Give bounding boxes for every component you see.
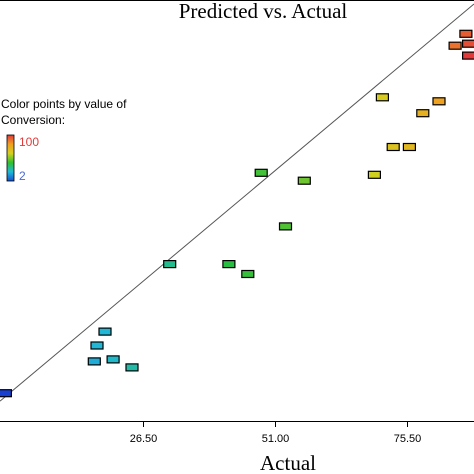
reference-line <box>0 3 474 402</box>
data-point <box>297 176 311 185</box>
data-point <box>222 260 236 269</box>
data-point <box>87 357 101 366</box>
data-point <box>386 142 400 152</box>
data-point <box>254 168 268 177</box>
color-legend: Color points by value of Conversion: 100… <box>1 97 127 183</box>
data-point <box>375 93 389 102</box>
data-point <box>462 51 474 60</box>
x-tick-label: 75.50 <box>394 433 422 445</box>
data-point <box>462 39 474 48</box>
data-point <box>98 327 112 336</box>
chart-title: Predicted vs. Actual <box>179 0 348 23</box>
legend-color-bar <box>6 134 15 182</box>
legend-title-line-2: Conversion: <box>1 113 65 127</box>
legend-title-line-1: Color points by value of <box>1 97 127 111</box>
data-point <box>459 29 473 38</box>
data-point <box>90 341 104 350</box>
data-points <box>0 29 474 398</box>
data-point <box>367 170 381 179</box>
data-point <box>402 142 416 152</box>
data-point <box>432 97 446 106</box>
plot-frame <box>0 0 474 422</box>
data-point <box>416 109 430 118</box>
x-axis-label: Actual <box>260 451 316 474</box>
x-tick-label: 26.50 <box>130 433 158 445</box>
data-point <box>241 269 255 279</box>
data-point <box>163 260 177 269</box>
data-point <box>0 389 12 398</box>
x-tick-label: 51.00 <box>262 433 290 445</box>
x-axis-ticks: 26.50 51.00 75.50 <box>130 421 422 445</box>
legend-min-label: 2 <box>19 169 26 183</box>
data-point <box>448 41 462 50</box>
data-point <box>106 355 120 364</box>
legend-max-label: 100 <box>19 135 39 149</box>
data-point <box>278 222 293 231</box>
data-point <box>125 363 139 372</box>
